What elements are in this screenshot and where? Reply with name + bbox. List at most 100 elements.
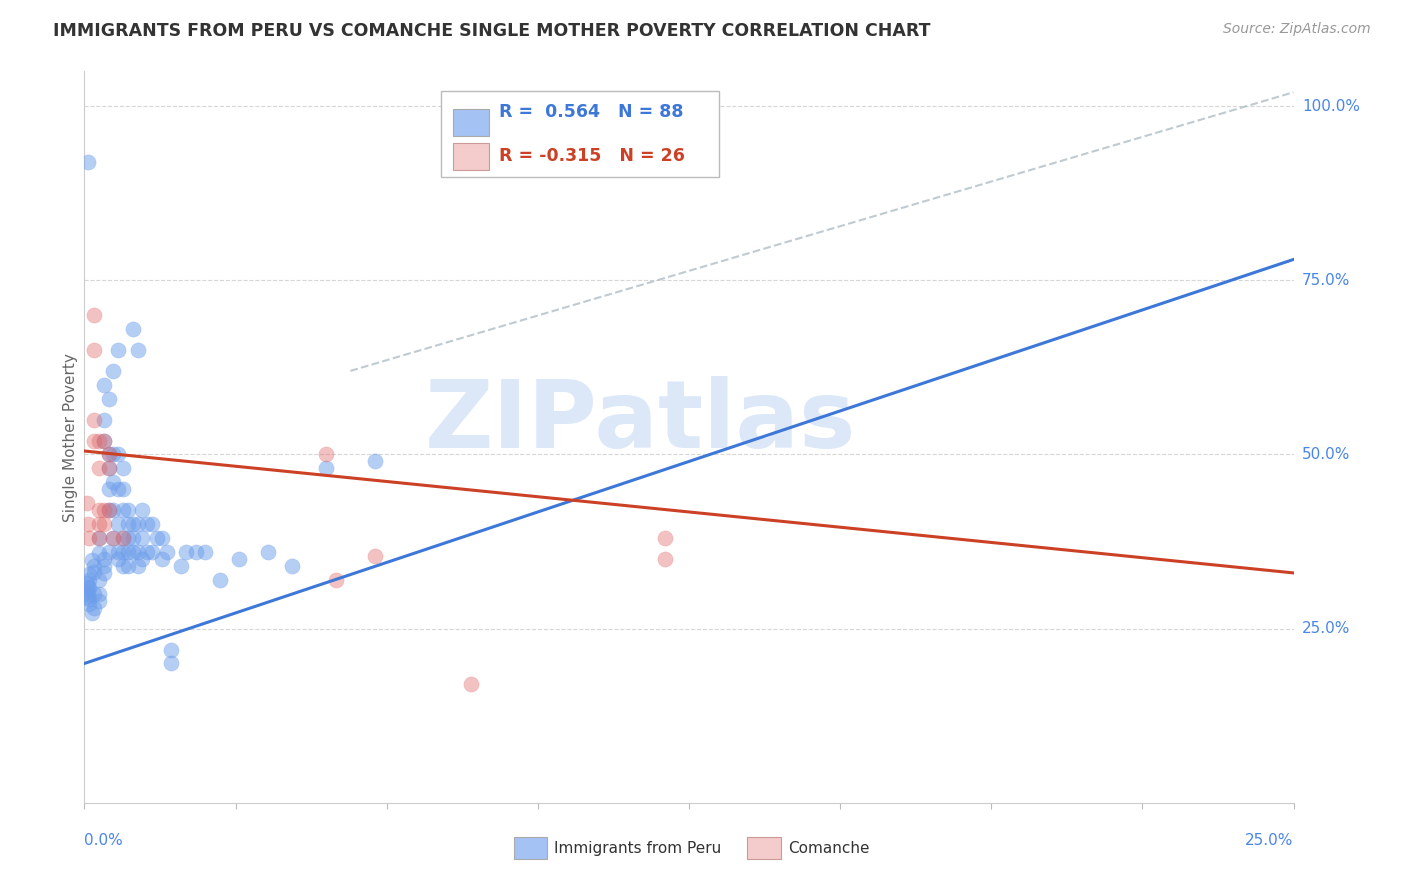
Point xyxy=(97,461,120,475)
Point xyxy=(93,566,115,580)
Bar xyxy=(453,143,489,170)
Point xyxy=(93,434,115,448)
Point xyxy=(97,483,120,497)
Point xyxy=(170,558,193,573)
Point xyxy=(97,448,120,462)
Point xyxy=(315,461,337,475)
Point xyxy=(93,412,115,426)
Point xyxy=(97,448,120,462)
Point xyxy=(77,587,100,601)
Point xyxy=(103,531,125,545)
Point xyxy=(83,600,105,615)
Point xyxy=(141,517,163,532)
Y-axis label: Single Mother Poverty: Single Mother Poverty xyxy=(63,352,77,522)
Point xyxy=(121,322,143,336)
Point xyxy=(460,677,482,691)
Point xyxy=(281,558,304,573)
Point xyxy=(87,546,110,560)
Point xyxy=(136,517,159,532)
Point xyxy=(228,552,250,566)
Point xyxy=(87,517,110,532)
Point xyxy=(117,503,139,517)
Point xyxy=(103,531,125,545)
Point xyxy=(103,503,125,517)
Point xyxy=(97,392,120,406)
Point xyxy=(127,558,149,573)
Point xyxy=(112,558,135,573)
Text: 75.0%: 75.0% xyxy=(1302,273,1350,288)
Bar xyxy=(453,109,489,136)
Point xyxy=(87,587,110,601)
Point xyxy=(194,545,217,559)
Text: 100.0%: 100.0% xyxy=(1302,99,1360,113)
Point xyxy=(127,545,149,559)
Point xyxy=(136,545,159,559)
Point xyxy=(150,552,173,566)
Point xyxy=(83,412,105,426)
Point xyxy=(112,531,135,545)
Point xyxy=(103,475,125,490)
Point xyxy=(174,545,197,559)
Text: 50.0%: 50.0% xyxy=(1302,447,1350,462)
Point xyxy=(93,552,115,566)
Point xyxy=(146,531,169,545)
Text: 0.0%: 0.0% xyxy=(84,833,124,848)
Point xyxy=(103,448,125,462)
Point xyxy=(97,503,120,517)
Point xyxy=(127,517,149,532)
Point xyxy=(87,594,110,608)
Text: Immigrants from Peru: Immigrants from Peru xyxy=(554,840,721,855)
Point xyxy=(77,592,100,607)
Point xyxy=(77,567,100,582)
Point xyxy=(93,558,115,573)
Point xyxy=(131,531,153,545)
Point xyxy=(87,503,110,517)
Point xyxy=(107,552,129,566)
Point xyxy=(93,377,115,392)
Point xyxy=(150,531,173,545)
Text: 25.0%: 25.0% xyxy=(1246,833,1294,848)
Point xyxy=(131,552,153,566)
Point xyxy=(76,517,98,532)
Point xyxy=(121,531,143,545)
Text: R =  0.564   N = 88: R = 0.564 N = 88 xyxy=(499,103,683,121)
Point xyxy=(141,545,163,559)
Text: 25.0%: 25.0% xyxy=(1302,621,1350,636)
Point xyxy=(131,503,153,517)
Point xyxy=(117,517,139,532)
Text: Source: ZipAtlas.com: Source: ZipAtlas.com xyxy=(1223,22,1371,37)
Point xyxy=(363,454,385,468)
Point xyxy=(112,531,135,545)
Point xyxy=(87,531,110,545)
Point xyxy=(112,503,135,517)
Point xyxy=(363,549,385,563)
Point xyxy=(654,552,676,566)
Point xyxy=(160,642,183,657)
Point xyxy=(117,531,139,545)
Point xyxy=(77,597,100,611)
Point xyxy=(76,580,98,594)
Point xyxy=(97,503,120,517)
Point xyxy=(87,461,110,475)
Point xyxy=(107,448,129,462)
Point xyxy=(77,573,100,587)
Point xyxy=(87,531,110,545)
Point xyxy=(155,545,177,559)
Point xyxy=(77,581,100,595)
Point xyxy=(80,553,103,567)
Point xyxy=(93,517,115,532)
Point xyxy=(97,461,120,475)
Bar xyxy=(747,838,780,859)
Text: ZIPatlas: ZIPatlas xyxy=(425,376,856,468)
Point xyxy=(83,434,105,448)
Point xyxy=(83,587,105,601)
Point xyxy=(160,657,183,671)
Point xyxy=(121,545,143,559)
Point xyxy=(76,583,98,598)
Point xyxy=(83,558,105,573)
Point xyxy=(93,503,115,517)
FancyBboxPatch shape xyxy=(441,91,720,178)
Point xyxy=(208,573,231,587)
Point xyxy=(76,576,98,591)
Point xyxy=(76,496,98,510)
